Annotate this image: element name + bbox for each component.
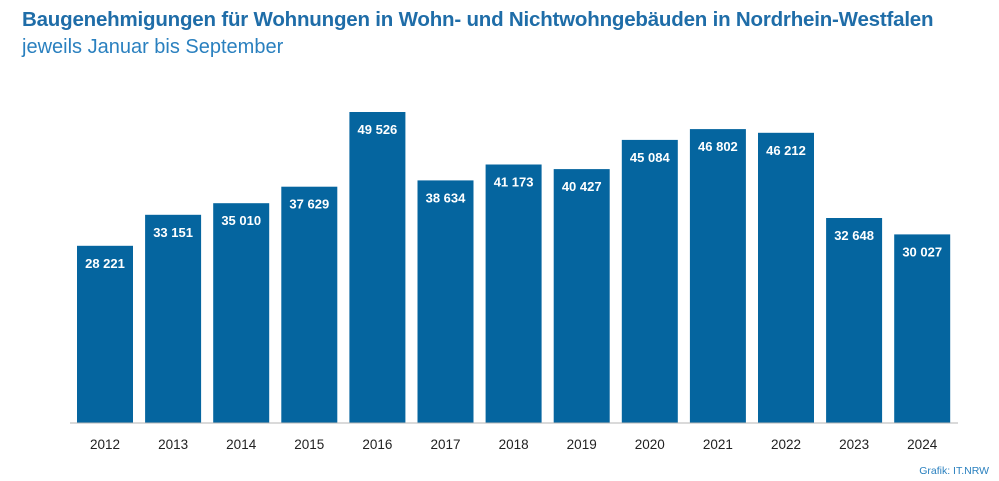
bar-2012 (77, 245, 133, 423)
bar-2016 (349, 112, 406, 423)
bar-value-label-2021: 46 802 (698, 139, 738, 154)
x-tick-label-2019: 2019 (567, 437, 597, 452)
x-tick-label-2015: 2015 (294, 437, 324, 452)
x-tick-label-2018: 2018 (499, 437, 529, 452)
x-tick-label-2012: 2012 (90, 437, 120, 452)
bar-value-label-2022: 46 212 (766, 143, 806, 158)
chart-subtitle: jeweils Januar bis September (22, 36, 284, 58)
x-tick-label-2020: 2020 (635, 437, 665, 452)
bar-2023 (826, 218, 883, 423)
bar-2015 (281, 186, 338, 423)
bar-2018 (485, 164, 542, 423)
bar-value-label-2012: 28 221 (85, 256, 125, 271)
bar-value-label-2016: 49 526 (358, 122, 398, 137)
bar-2017 (417, 180, 474, 423)
x-tick-label-2023: 2023 (839, 437, 869, 452)
bar-value-label-2018: 41 173 (494, 175, 534, 190)
x-tick-label-2014: 2014 (226, 437, 257, 452)
x-tick-labels-group: 2012 2013 2014 2015 2016 2017 2018 2019 2020 2021… (90, 437, 938, 452)
bar-2020 (621, 139, 678, 423)
x-tick-label-2024: 2024 (907, 437, 938, 452)
bar-2019 (553, 169, 610, 423)
x-tick-label-2022: 2022 (771, 437, 801, 452)
bar-2022 (758, 132, 814, 424)
chart-title: Baugenehmigungen für Wohnungen in Wohn- … (22, 8, 934, 31)
bar-2014 (213, 203, 270, 423)
bar-2013 (145, 214, 202, 423)
bar-value-label-2019: 40 427 (562, 179, 602, 194)
x-tick-label-2021: 2021 (703, 437, 733, 452)
bar-value-label-2015: 37 629 (289, 197, 329, 212)
bar-2021 (689, 129, 746, 423)
bar-value-label-2017: 38 634 (426, 190, 467, 205)
bars-group (77, 112, 951, 424)
bar-value-label-2023: 32 648 (834, 228, 874, 243)
x-tick-label-2013: 2013 (158, 437, 188, 452)
bar-labels-group: 28 221 33 151 35 010 37 629 49 526 38 634 41 1… (85, 122, 942, 271)
source-note: Grafik: IT.NRW (919, 465, 989, 477)
bar-value-label-2013: 33 151 (153, 225, 193, 240)
x-tick-label-2017: 2017 (430, 437, 460, 452)
bar-value-label-2024: 30 027 (902, 244, 942, 259)
bar-2024 (894, 234, 951, 423)
bar-value-label-2014: 35 010 (221, 213, 261, 228)
bar-value-label-2020: 45 084 (630, 150, 671, 165)
x-tick-label-2016: 2016 (362, 437, 392, 452)
